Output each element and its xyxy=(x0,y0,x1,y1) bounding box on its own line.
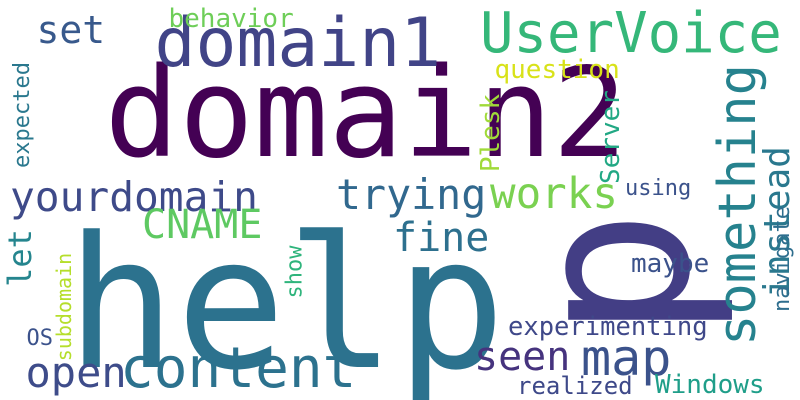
word-content: content xyxy=(120,336,357,400)
word-domain1: domain1 xyxy=(154,4,442,83)
word-windows: Windows xyxy=(655,370,765,400)
word-using: using xyxy=(625,176,692,201)
word-os: OS xyxy=(26,326,54,351)
word-set: set xyxy=(36,8,106,52)
word-open: open xyxy=(25,348,127,397)
word-question: question xyxy=(494,55,620,85)
word-yourdomain: yourdomain xyxy=(10,172,258,221)
word-uservoice: UserVoice xyxy=(480,1,782,66)
word-map: map xyxy=(581,329,672,387)
word-experimenting: experimenting xyxy=(508,312,708,342)
word-seen: seen xyxy=(474,334,571,380)
word-realized: realized xyxy=(517,372,633,400)
word-subdomain: subdomain xyxy=(52,252,77,362)
word-let: let xyxy=(0,229,39,287)
word-navigate: navigate xyxy=(769,206,795,312)
word-trying: trying xyxy=(336,170,487,219)
word-works: works xyxy=(490,169,618,219)
word-plesk: Plesk xyxy=(476,93,507,173)
word-domain2: domain2 xyxy=(104,42,628,186)
word-help: help xyxy=(66,198,506,400)
word-behavior: behavior xyxy=(168,4,294,34)
word-maybe: maybe xyxy=(631,249,710,279)
word-server: Server xyxy=(595,90,626,184)
word-cname: CNAME xyxy=(142,202,263,248)
word-fine: fine xyxy=(393,215,490,261)
word-show: show xyxy=(281,245,307,299)
word-expected: expected xyxy=(9,62,35,168)
